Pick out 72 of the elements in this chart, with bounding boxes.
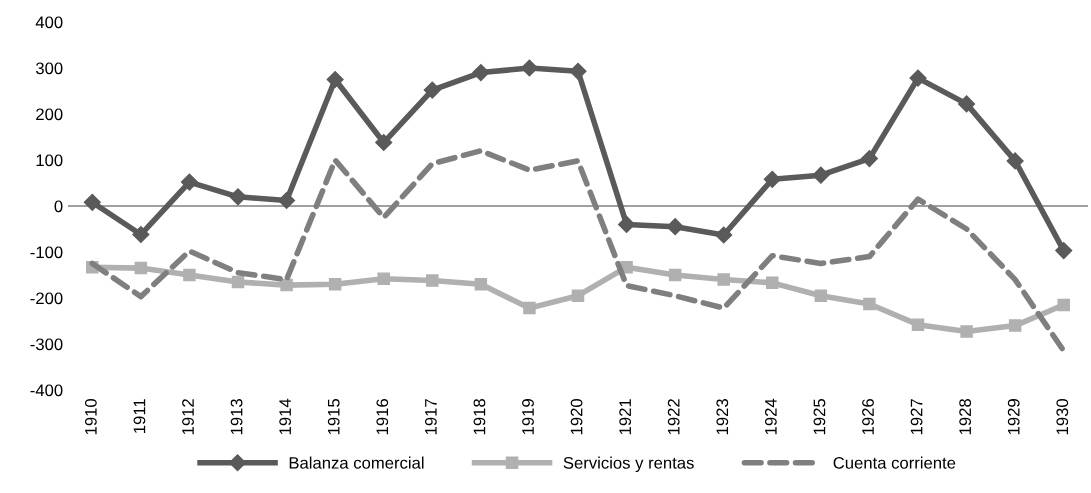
point (715, 226, 733, 244)
point (231, 275, 245, 289)
point (909, 69, 927, 87)
point (666, 218, 684, 236)
x-tick-label: 1919 (522, 399, 534, 435)
y-tick-label: 400 (35, 16, 63, 29)
point (328, 277, 342, 291)
point (814, 289, 828, 302)
x-tick-label: 1914 (279, 398, 292, 435)
point (229, 188, 247, 206)
x-tick-label: 1922 (667, 399, 680, 435)
point (571, 289, 585, 302)
point (474, 277, 488, 291)
y-tick-label: -200 (30, 292, 63, 305)
x-tick-label: 1928 (959, 399, 972, 435)
x-tick-label: 1916 (376, 399, 389, 435)
x-tick-label: 1915 (327, 399, 340, 435)
point (134, 261, 148, 275)
y-tick-label: 200 (36, 108, 63, 121)
point (377, 272, 390, 285)
y-tick-label: 300 (35, 62, 63, 75)
x-tick-label: 1912 (182, 399, 194, 435)
point (326, 70, 344, 89)
x-tick-label: 1910 (84, 398, 97, 435)
x-tick-label: 1927 (910, 399, 923, 435)
point (1006, 152, 1024, 170)
y-tick-label: -400 (30, 384, 63, 397)
x-tick-label: 1929 (1007, 399, 1020, 435)
point (860, 150, 878, 168)
point (960, 325, 973, 338)
point (183, 268, 196, 282)
y-tick-label: -100 (30, 246, 63, 259)
point (1057, 298, 1070, 312)
point (668, 268, 682, 282)
point (911, 318, 925, 331)
legend-label: Servicios y rentas (563, 456, 694, 473)
legend-label: Cuenta corriente (833, 456, 956, 469)
point (426, 274, 439, 287)
x-tick-label: 1921 (619, 399, 632, 435)
point (812, 166, 830, 184)
point (520, 59, 538, 77)
point (717, 273, 730, 286)
x-tick-label: 1920 (570, 398, 583, 435)
point (423, 81, 441, 99)
x-tick-label: 1930 (1056, 398, 1069, 435)
x-tick-label: 1913 (230, 399, 243, 435)
point (180, 173, 198, 191)
point (569, 62, 587, 80)
point (958, 95, 976, 113)
point (766, 276, 779, 290)
x-tick-label: 1926 (862, 399, 874, 435)
x-tick-label: 1918 (473, 399, 486, 435)
point (472, 64, 490, 82)
legend-label: Balanza comercial (289, 456, 424, 469)
x-tick-label: 1924 (764, 398, 777, 435)
x-tick-label: 1911 (133, 399, 146, 433)
y-tick-label: -300 (30, 338, 63, 351)
y-tick-label: 0 (54, 200, 63, 213)
x-tick-label: 1925 (813, 399, 826, 435)
x-tick-label: 1917 (424, 399, 437, 435)
point (278, 191, 296, 210)
x-tick-label: 1923 (716, 399, 729, 435)
point (1008, 319, 1022, 332)
point (375, 133, 393, 152)
point (132, 225, 150, 244)
y-tick-label: 100 (36, 154, 63, 167)
point (763, 170, 781, 188)
point (863, 297, 876, 311)
point (523, 301, 536, 315)
point (1055, 242, 1073, 260)
point (83, 193, 101, 211)
point (280, 278, 293, 292)
